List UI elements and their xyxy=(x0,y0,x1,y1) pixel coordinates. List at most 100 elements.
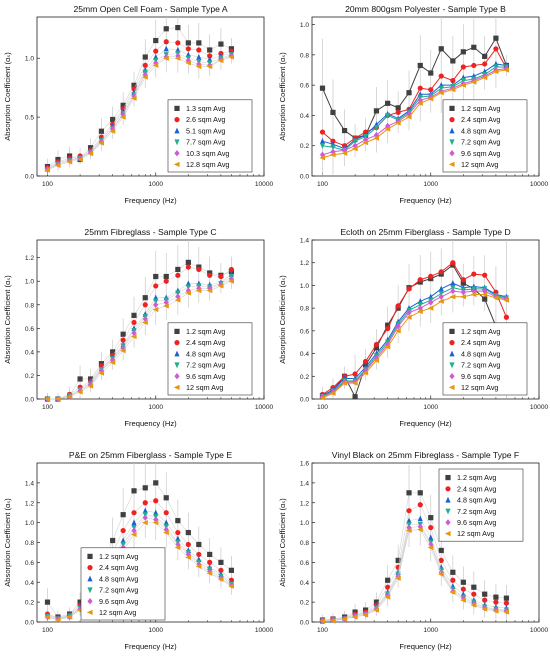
data-point xyxy=(142,485,148,491)
legend-marker xyxy=(449,139,455,146)
legend-label: 1.3 sqm Avg xyxy=(186,104,225,113)
data-point xyxy=(450,78,456,84)
legend-marker xyxy=(174,373,180,380)
data-point xyxy=(207,53,213,59)
data-point xyxy=(228,567,235,573)
data-point xyxy=(352,394,358,400)
data-point xyxy=(449,589,456,595)
y-tick-label: 0.0 xyxy=(25,620,34,627)
data-point xyxy=(196,551,202,558)
x-tick-label: 10000 xyxy=(255,404,274,411)
data-point xyxy=(460,586,466,592)
data-point xyxy=(131,312,137,318)
data-point xyxy=(471,44,477,50)
data-point xyxy=(482,53,488,59)
data-point xyxy=(87,383,94,389)
data-point xyxy=(329,618,336,624)
legend-label: 1.2 sqm Avg xyxy=(461,104,500,113)
data-point xyxy=(44,167,51,173)
y-tick-label: 0.4 xyxy=(300,351,309,358)
data-point xyxy=(438,298,444,304)
data-point xyxy=(341,150,348,156)
data-point xyxy=(142,54,148,60)
y-tick-label: 1.6 xyxy=(300,461,309,468)
data-point xyxy=(482,597,488,603)
data-point xyxy=(153,298,159,305)
data-point xyxy=(207,559,213,565)
data-point xyxy=(120,512,126,518)
data-point xyxy=(130,333,137,340)
data-point xyxy=(460,49,466,55)
data-point xyxy=(228,54,235,60)
y-tick-label: 0.0 xyxy=(300,397,309,404)
data-point xyxy=(142,500,148,506)
chart-panel-c: 25mm Fibreglass - Sample Type C Absorptio… xyxy=(0,223,275,446)
data-point xyxy=(470,602,477,608)
legend-label: 4.8 sqm Avg xyxy=(457,496,496,505)
data-point xyxy=(373,345,380,351)
data-point xyxy=(341,127,348,134)
data-point xyxy=(153,498,159,504)
chart-title: P&E on 25mm Fiberglass - Sample Type E xyxy=(69,450,232,460)
data-point xyxy=(228,583,235,589)
data-point xyxy=(87,151,94,157)
data-point xyxy=(373,108,380,114)
y-axis-label: Absorption Coefficient (αₛ) xyxy=(278,52,287,141)
data-point xyxy=(319,143,326,149)
data-point xyxy=(185,290,191,296)
data-point xyxy=(417,85,423,91)
data-point xyxy=(450,260,456,266)
y-tick-label: 1.0 xyxy=(300,520,309,527)
legend-marker xyxy=(174,150,180,157)
data-point xyxy=(417,515,423,522)
data-point xyxy=(417,277,423,283)
data-point xyxy=(384,126,391,132)
chart-svg: 25mm Open Cell Foam - Sample Type A Absor… xyxy=(3,4,273,205)
x-tick-label: 100 xyxy=(42,404,53,411)
data-point xyxy=(185,554,191,561)
x-axis-label: Frequency (Hz) xyxy=(399,642,452,651)
data-point xyxy=(152,62,159,68)
data-point xyxy=(120,537,126,544)
x-tick-label: 1000 xyxy=(148,627,163,634)
legend-label: 4.8 sqm Avg xyxy=(99,574,138,583)
legend-marker xyxy=(87,575,93,582)
data-point xyxy=(492,295,499,301)
data-point xyxy=(352,138,358,145)
data-point xyxy=(228,278,235,284)
data-point xyxy=(175,266,181,273)
data-point xyxy=(428,94,434,101)
data-point xyxy=(163,529,169,536)
data-point xyxy=(153,48,159,54)
data-point xyxy=(406,90,412,96)
data-point xyxy=(185,259,191,265)
x-tick-label: 100 xyxy=(317,627,328,634)
y-tick-label: 1.0 xyxy=(25,56,34,63)
data-point xyxy=(405,527,412,534)
data-point xyxy=(470,79,477,85)
data-point xyxy=(98,367,105,374)
data-point xyxy=(218,567,224,573)
data-point xyxy=(395,557,401,563)
data-point xyxy=(44,599,51,605)
data-point xyxy=(450,569,456,575)
data-point xyxy=(319,618,326,624)
data-point xyxy=(185,46,191,52)
data-point xyxy=(54,162,61,168)
data-point xyxy=(175,290,181,297)
data-point xyxy=(385,100,391,106)
legend-label: 7.7 sqm Avg xyxy=(186,138,225,147)
data-point xyxy=(196,541,202,548)
chart-title: Ecloth on 25mm Fiberglass - Sample Type … xyxy=(340,227,510,237)
data-point xyxy=(503,609,510,615)
data-point xyxy=(319,395,326,401)
data-point xyxy=(175,272,181,278)
data-point xyxy=(153,480,159,486)
legend-marker xyxy=(445,519,451,526)
data-point xyxy=(394,120,401,126)
data-point xyxy=(207,272,213,278)
data-point xyxy=(460,82,466,88)
data-point xyxy=(110,116,116,123)
x-axis-label: Frequency (Hz) xyxy=(399,196,452,205)
data-point xyxy=(175,518,181,524)
